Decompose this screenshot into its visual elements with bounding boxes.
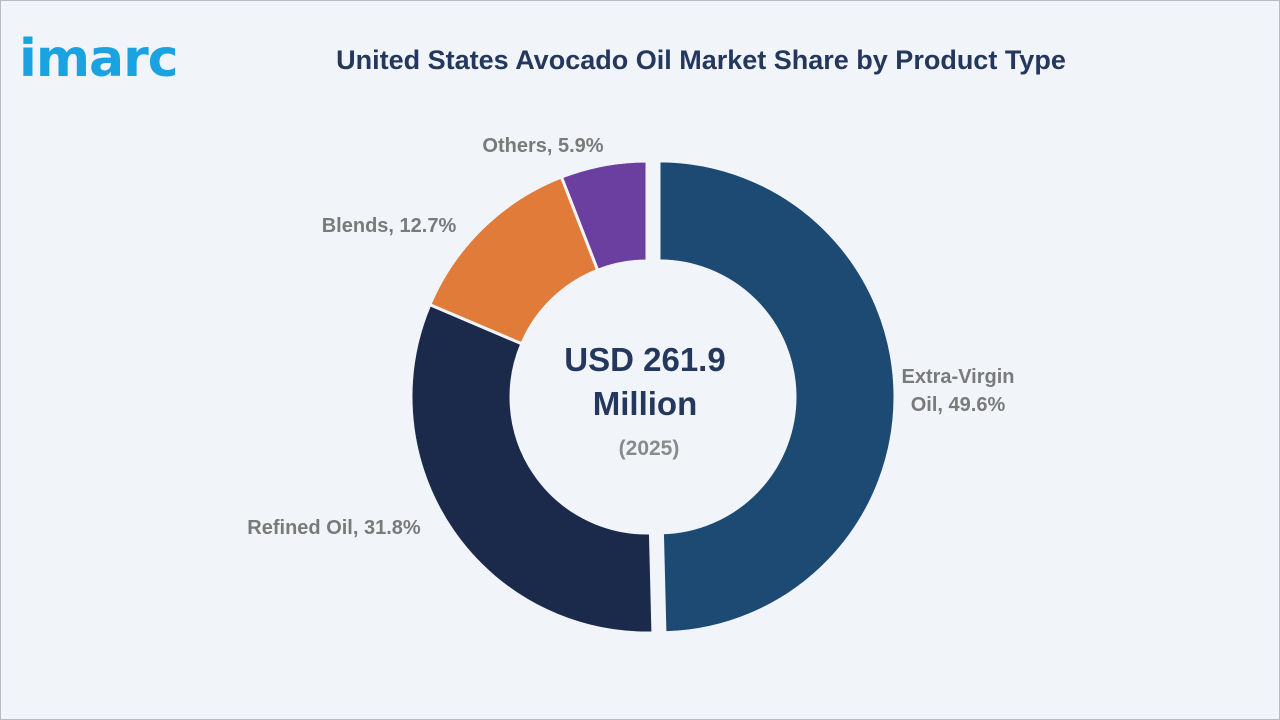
center-value-line-2: Million	[593, 385, 697, 422]
label-blends: Blends, 12.7%	[322, 215, 457, 237]
chart-title: United States Avocado Oil Market Share b…	[336, 45, 1066, 75]
slice-extra-virgin-oil	[657, 159, 897, 635]
label-line: Blends, 12.7%	[322, 215, 457, 237]
center-text: USD 261.9 Million (2025)	[564, 341, 725, 460]
imarc-logo: imarc	[19, 29, 179, 89]
slice-refined-oil	[409, 302, 655, 635]
label-extra-virgin-oil: Extra-Virgin Oil, 49.6%	[902, 366, 1015, 416]
label-others: Others, 5.9%	[482, 135, 603, 157]
label-line: Refined Oil, 31.8%	[247, 517, 421, 539]
label-line: Oil, 49.6%	[911, 394, 1006, 416]
label-line: Others, 5.9%	[482, 135, 603, 157]
center-year: (2025)	[619, 437, 680, 460]
donut-slices	[409, 159, 897, 635]
slice-others	[559, 159, 649, 273]
slice-labels: Extra-Virgin Oil, 49.6% Refined Oil, 31.8%…	[247, 135, 1014, 539]
label-refined-oil: Refined Oil, 31.8%	[247, 517, 421, 539]
center-value-line-1: USD 261.9	[564, 341, 725, 378]
label-line: Extra-Virgin	[902, 366, 1015, 388]
